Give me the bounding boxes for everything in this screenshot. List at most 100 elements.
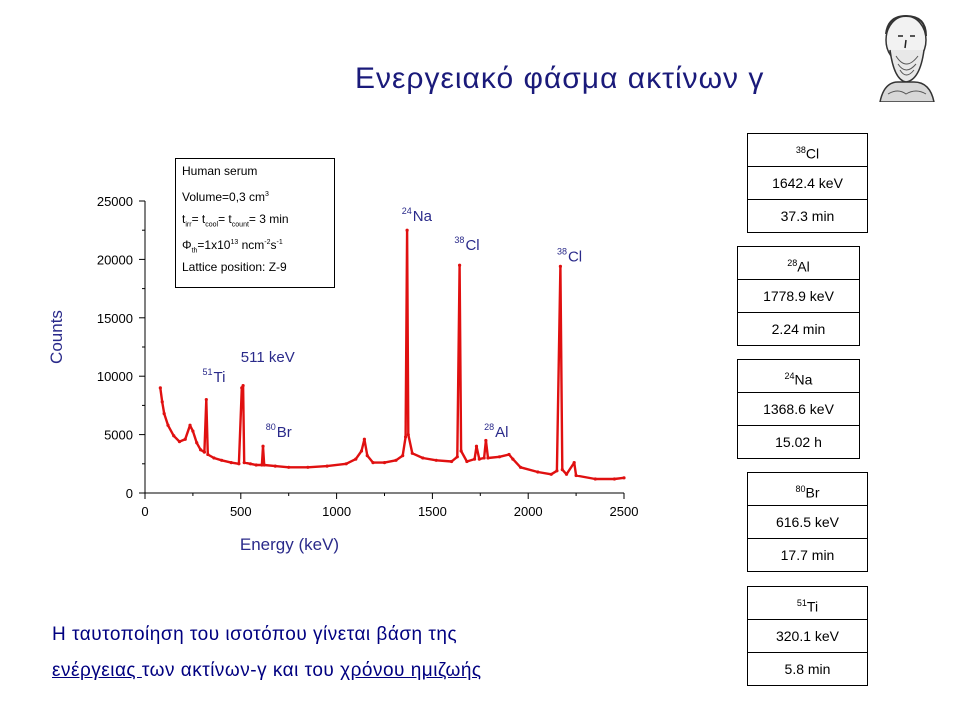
info-flux: Φth=1x1013 ncm-2s-1 [182,238,283,255]
spectrum-point [482,456,486,460]
isotope-name: 28Al [738,247,859,280]
spectrum-point [497,455,502,459]
spectrum-point [204,397,208,402]
spectrum-point [622,476,626,480]
spectrum-point [260,463,264,467]
spectrum-point [359,449,364,453]
spectrum-point [242,461,246,465]
spectrum-point [261,444,265,448]
spectrum-point [158,386,162,390]
spectrum-point [449,459,454,464]
spectrum-point [564,472,569,476]
peak-label: 38Cl [454,235,479,254]
isotope-name: 24Na [738,360,859,393]
spectrum-point [191,429,195,433]
spectrum-point [162,411,166,416]
spectrum-point [273,464,277,468]
spectrum-point [220,458,224,462]
spectrum-point [484,438,488,443]
x-tick-label: 1500 [418,504,447,519]
spectrum-point [560,468,564,472]
peak-label: 28Al [484,422,508,441]
x-axis-label: Energy (keV) [240,535,339,554]
isotope-energy: 320.1 keV [748,620,867,653]
spectrum-point [612,477,617,481]
spectrum-point [458,263,462,267]
spectrum-point [248,462,252,466]
peak-label: 511 keV [241,349,295,366]
y-tick-label: 10000 [97,369,133,384]
caption-line-2: ενέργειας των ακτίνων-γ και του χρόνου η… [52,660,482,681]
x-tick-label: 1000 [322,504,351,519]
spectrum-point [166,423,170,427]
spectrum-point [455,455,459,459]
spectrum-point [434,458,438,462]
spectrum-point [465,459,469,464]
spectrum-point [365,454,369,458]
spectrum-point [212,456,216,460]
isotope-box-br80: 80Br 616.5 keV 17.7 min [747,472,868,572]
spectrum-point [160,400,164,404]
spectrum-point [507,452,511,457]
info-lattice: Lattice position: Z-9 [182,260,287,274]
isotope-energy: 616.5 keV [748,506,867,539]
slide-title: Ενεργειακό φάσμα ακτίνων γ [355,62,765,95]
spectrum-point [354,457,358,461]
spectrum-point [371,461,375,465]
caption-line-1: Η ταυτοποίηση του ισοτόπου γίνεται βάση … [52,624,458,645]
y-tick-label: 15000 [97,311,133,326]
spectrum-point [410,451,414,455]
spectrum-point [306,465,310,469]
portrait-bust-icon [879,14,935,102]
y-tick-label: 25000 [97,194,133,209]
peak-label: 38Cl [557,247,582,266]
isotope-name: 38Cl [748,134,867,167]
spectrum-point [241,383,245,388]
spectrum-point [574,473,578,478]
y-tick-label: 20000 [97,252,133,267]
spectrum-point [229,461,233,465]
isotope-half-life: 15.02 h [775,434,822,450]
spectrum-point [549,472,553,476]
spectrum-point [405,228,409,232]
spectrum-point [477,457,481,461]
isotope-name: 80Br [748,473,867,506]
spectrum-point [486,456,490,460]
isotope-energy: 1778.9 keV [738,280,859,313]
info-times: tirr= tcool= tcount= 3 min [182,212,289,229]
spectrum-point [474,444,479,448]
isotope-half-life: 37.3 min [780,208,835,224]
isotope-box-cl38: 38Cl 1642.4 keV 37.3 min [747,133,868,233]
spectrum-point [518,465,523,469]
spectrum-point [325,464,329,468]
spectrum-point [172,434,176,438]
peak-label: 80Br [266,422,292,441]
isotope-box-al28: 28Al 1778.9 keV 2.24 min [737,246,860,346]
isotope-energy: 1642.4 keV [748,167,867,200]
spectrum-point [198,448,203,452]
isotope-box-ti51: 51Ti 320.1 keV 5.8 min [747,586,868,686]
spectrum-point [206,452,210,457]
info-volume: Volume=0,3 cm3 [182,190,269,204]
peak-label: 24Na [402,206,433,225]
caption-underline-energy: ενέργειας [52,660,142,681]
spectrum-point [195,441,199,445]
spectrum-point [555,469,559,473]
peak-label: 51Ti [202,367,225,386]
isotope-half-life: 5.8 min [784,661,831,677]
spectrum-point [472,457,477,461]
spectrum-point [362,437,366,441]
spectrum-point [183,437,187,441]
spectrum-point [459,449,463,453]
spectrum-point [237,462,241,466]
spectrum-point [240,386,244,390]
spectrum-point [382,461,387,465]
y-axis-label: Counts [47,310,66,364]
spectrum-point [188,423,192,427]
spectrum-point [344,462,348,466]
spectrum-point [536,470,540,474]
spectrum-point [262,463,266,467]
x-tick-label: 2000 [514,504,543,519]
